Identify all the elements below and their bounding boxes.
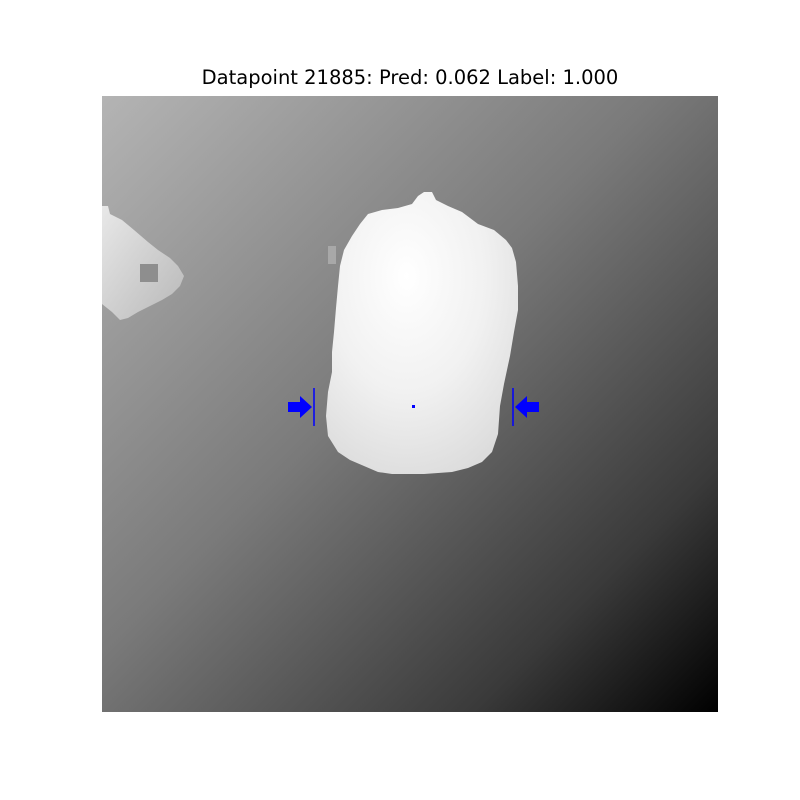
target-object: [326, 192, 518, 474]
object-nub: [328, 246, 336, 264]
side-object-hole: [140, 264, 158, 282]
depth-image: [102, 96, 718, 712]
left-grasp-marker: [288, 388, 315, 426]
side-object: [102, 206, 184, 320]
grasp-center: [412, 405, 415, 408]
depth-image-panel: [102, 96, 718, 712]
figure-title: Datapoint 21885: Pred: 0.062 Label: 1.00…: [201, 66, 619, 89]
right-grasp-marker: [512, 388, 539, 426]
